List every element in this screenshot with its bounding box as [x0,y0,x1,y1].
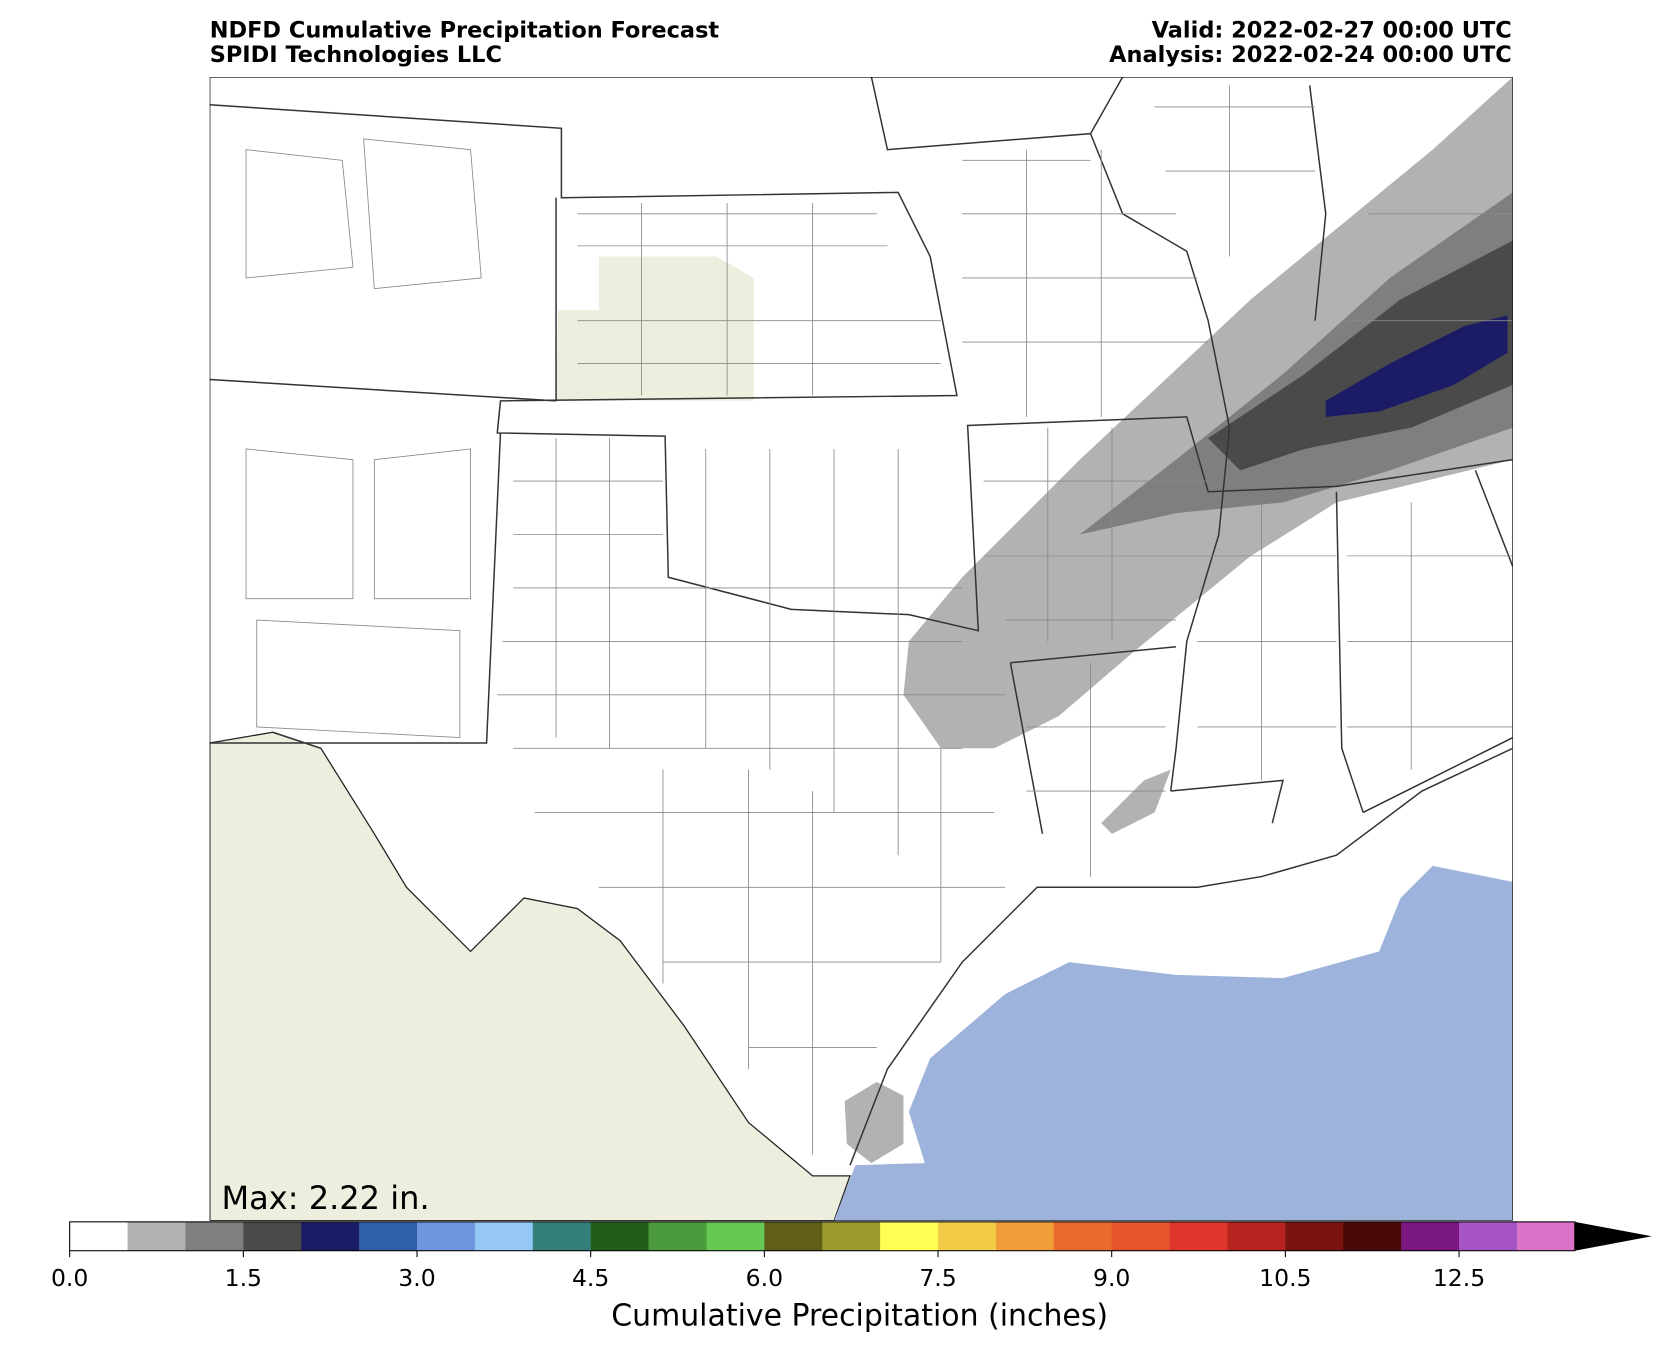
gulf-ocean [834,865,1513,1221]
precip-medium [1079,192,1513,535]
colorbar-bin [822,1221,881,1251]
colorbar-tick-label: 6.0 [746,1264,783,1292]
colorbar-bin [474,1221,534,1251]
colorbar-bin [417,1221,476,1251]
colorbar-bin [938,1221,997,1251]
valid-time: Valid: 2022-02-27 00:00 UTC [1152,17,1512,43]
precip-louisiana [1101,769,1171,834]
analysis-time: Analysis: 2022-02-24 00:00 UTC [1109,42,1512,68]
mexico [209,731,851,1221]
colorbar-bin [532,1221,592,1251]
colorbar-tick-label: 4.5 [572,1264,609,1292]
precip-light [903,76,1513,749]
colorbar-bin [243,1221,302,1251]
colorbar-tick-label: 3.0 [398,1264,435,1292]
max-annotation: Max: 2.22 in. [221,1179,429,1217]
county-borders [245,85,1513,1155]
colorbar-bin [127,1221,186,1251]
colorbar-tick-label: 7.5 [919,1264,956,1292]
colorbar-tick-label: 0.0 [51,1264,88,1292]
colorbar-bin [301,1221,360,1251]
colorbar-tick-label: 12.5 [1433,1264,1485,1292]
precip-navy [1325,315,1508,417]
colorbar: 0.0 1.5 3.0 4.5 6.0 7.5 9.0 10.5 12.5 Cumulative … [51,1221,1652,1334]
colorbar-bin [185,1221,244,1251]
colorbar-tick-label: 9.0 [1093,1264,1130,1292]
colorbar-bin [995,1221,1055,1251]
colorbar-bin [1227,1221,1286,1251]
colorbar-bin [706,1221,765,1251]
colorbar-bin [1401,1221,1460,1251]
colorbar-outline [69,1221,1576,1252]
colorbar-bin [1516,1221,1576,1251]
colorbar-extend [1574,1221,1652,1251]
map-title: NDFD Cumulative Precipitation Forecast [210,17,720,43]
colorbar-bin [1343,1221,1402,1251]
colorbar-tick-label: 1.5 [225,1264,262,1292]
map: Max: 2.22 in. [209,76,1513,1221]
colorbar-bin [359,1221,418,1251]
map-subtitle: SPIDI Technologies LLC [210,42,502,68]
colorbar-bin [1111,1221,1170,1251]
colorbar-bin [69,1221,128,1251]
colorbar-bin [590,1221,649,1251]
colorbar-bin [764,1221,823,1251]
colorbar-bin [1285,1221,1344,1251]
colorbar-label: Cumulative Precipitation (inches) [611,1299,1108,1334]
colorbar-tick-label: 10.5 [1259,1264,1311,1292]
shaded-region [556,256,754,401]
colorbar-bin [1459,1221,1518,1251]
colorbar-bin [1169,1221,1228,1251]
precip-dark [1208,240,1513,471]
colorbar-bin [1053,1221,1113,1251]
state-borders [209,76,1513,1166]
colorbar-bin [648,1221,707,1251]
colorbar-bin [880,1221,939,1251]
